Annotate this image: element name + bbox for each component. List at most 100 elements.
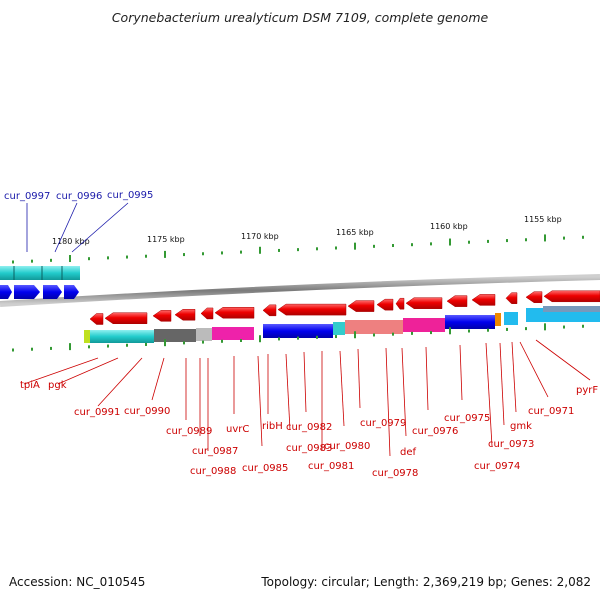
cds-arrow[interactable] <box>174 309 196 321</box>
leader-line <box>357 348 361 409</box>
ruler-tick <box>316 247 318 251</box>
gene-label-tpiA[interactable]: tpiA <box>20 380 40 391</box>
ruler-tick <box>335 246 337 250</box>
ruler-tick <box>88 345 90 349</box>
ruler-tick <box>582 235 584 239</box>
ruler-tick <box>354 331 356 339</box>
ruler-tick <box>335 335 337 339</box>
gene-label-def[interactable]: def <box>400 447 417 458</box>
leader-line <box>97 357 143 407</box>
ruler-tick <box>50 258 52 262</box>
gene-label-cur_0973[interactable]: cur_0973 <box>488 439 534 450</box>
gene-label-cur_0988[interactable]: cur_0988 <box>190 466 236 477</box>
gene-label-cur_0990[interactable]: cur_0990 <box>124 406 170 417</box>
gene-label-cur_0974[interactable]: cur_0974 <box>474 461 520 472</box>
ruler-tick <box>316 335 318 339</box>
gene-label-cur_0976[interactable]: cur_0976 <box>412 426 458 437</box>
ruler-tick <box>525 238 527 242</box>
ruler-tick <box>297 336 299 340</box>
leader-line <box>385 347 391 457</box>
ruler-tick <box>487 328 489 332</box>
ruler-tick <box>240 250 242 254</box>
ruler-tick <box>354 242 356 250</box>
ruler-tick <box>69 343 71 351</box>
gene-label-ribH[interactable]: ribH <box>262 421 283 432</box>
ruler-tick <box>164 250 166 258</box>
leader-line <box>535 339 591 381</box>
ruler-tick <box>183 341 185 345</box>
ruler-tick <box>506 239 508 243</box>
ruler-label-1165: 1165 kbp <box>336 228 374 237</box>
cds-arrow[interactable] <box>214 307 255 319</box>
gene-label-cur_0996[interactable]: cur_0996 <box>56 191 102 202</box>
cds-arrow[interactable] <box>505 292 518 304</box>
ruler-tick <box>107 344 109 348</box>
gene-label-cur_0971[interactable]: cur_0971 <box>528 406 574 417</box>
ruler-tick <box>126 255 128 259</box>
gene-label-cur_0983[interactable]: cur_0983 <box>286 443 332 454</box>
leader-line <box>285 353 291 431</box>
ruler-tick <box>392 244 394 248</box>
cds-arrow[interactable] <box>376 298 394 311</box>
ruler-tick <box>468 240 470 244</box>
leader-line <box>511 341 517 413</box>
ruler-tick <box>392 332 394 336</box>
gene-label-pyrF[interactable]: pyrF <box>576 385 598 396</box>
ruler-label-1170: 1170 kbp <box>241 232 279 241</box>
ruler-tick <box>297 248 299 252</box>
ruler-tick <box>50 346 52 350</box>
leader-line <box>339 350 345 427</box>
cds-arrow[interactable] <box>104 312 148 324</box>
gene-label-uvrC[interactable]: uvrC <box>226 424 249 435</box>
ruler-tick <box>430 242 432 246</box>
ruler-tick <box>240 339 242 342</box>
ruler-tick <box>411 243 413 247</box>
cds-arrow[interactable] <box>152 310 172 322</box>
gene-label-cur_0982[interactable]: cur_0982 <box>286 422 332 433</box>
ruler-tick <box>145 254 147 258</box>
ruler-tick <box>221 339 223 343</box>
ruler-tick <box>259 246 261 254</box>
gene-label-pgk[interactable]: pgk <box>48 380 67 391</box>
gene-label-cur_0985[interactable]: cur_0985 <box>242 463 288 474</box>
cds-arrow[interactable] <box>277 303 347 316</box>
cds-arrow[interactable] <box>347 300 375 312</box>
ruler-tick <box>373 244 375 248</box>
gene-label-cur_0981[interactable]: cur_0981 <box>308 461 354 472</box>
cds-arrow[interactable] <box>395 297 405 310</box>
cds-arrow[interactable] <box>525 291 543 303</box>
ruler-tick <box>12 260 14 264</box>
leader-line <box>401 347 407 437</box>
ruler-tick <box>506 327 508 331</box>
gene-label-cur_0991[interactable]: cur_0991 <box>74 407 120 418</box>
ruler-tick <box>145 342 147 346</box>
cds-arrow[interactable] <box>471 294 496 306</box>
cds-arrow[interactable] <box>262 304 277 317</box>
cds-arrow[interactable] <box>405 297 443 309</box>
gene-label-cur_0978[interactable]: cur_0978 <box>372 468 418 479</box>
cds-arrow[interactable] <box>446 295 468 307</box>
leader-line <box>425 346 429 411</box>
ruler-tick <box>544 323 546 331</box>
ruler-tick <box>69 255 71 263</box>
genome-backbone <box>0 274 600 307</box>
ruler-tick <box>449 238 451 246</box>
gene-label-cur_0995[interactable]: cur_0995 <box>107 190 153 201</box>
gene-label-cur_0980[interactable]: cur_0980 <box>324 441 370 452</box>
map-title: Corynebacterium urealyticum DSM 7109, co… <box>111 10 489 25</box>
leader-line <box>257 355 263 447</box>
gene-label-gmk[interactable]: gmk <box>510 421 532 432</box>
gene-label-cur_0979[interactable]: cur_0979 <box>360 418 406 429</box>
cds-arrow[interactable] <box>200 307 214 320</box>
cds-arrow[interactable] <box>89 313 104 325</box>
gene-label-cur_0975[interactable]: cur_0975 <box>444 413 490 424</box>
leader-line <box>499 342 505 426</box>
cds-arrow[interactable] <box>543 290 600 303</box>
ruler-tick <box>563 236 565 240</box>
gene-label-cur_0997[interactable]: cur_0997 <box>4 191 50 202</box>
gene-label-cur_0987[interactable]: cur_0987 <box>192 446 238 457</box>
gene-label-cur_0989[interactable]: cur_0989 <box>166 426 212 437</box>
leader-line <box>57 357 119 385</box>
leader-line <box>303 351 307 413</box>
